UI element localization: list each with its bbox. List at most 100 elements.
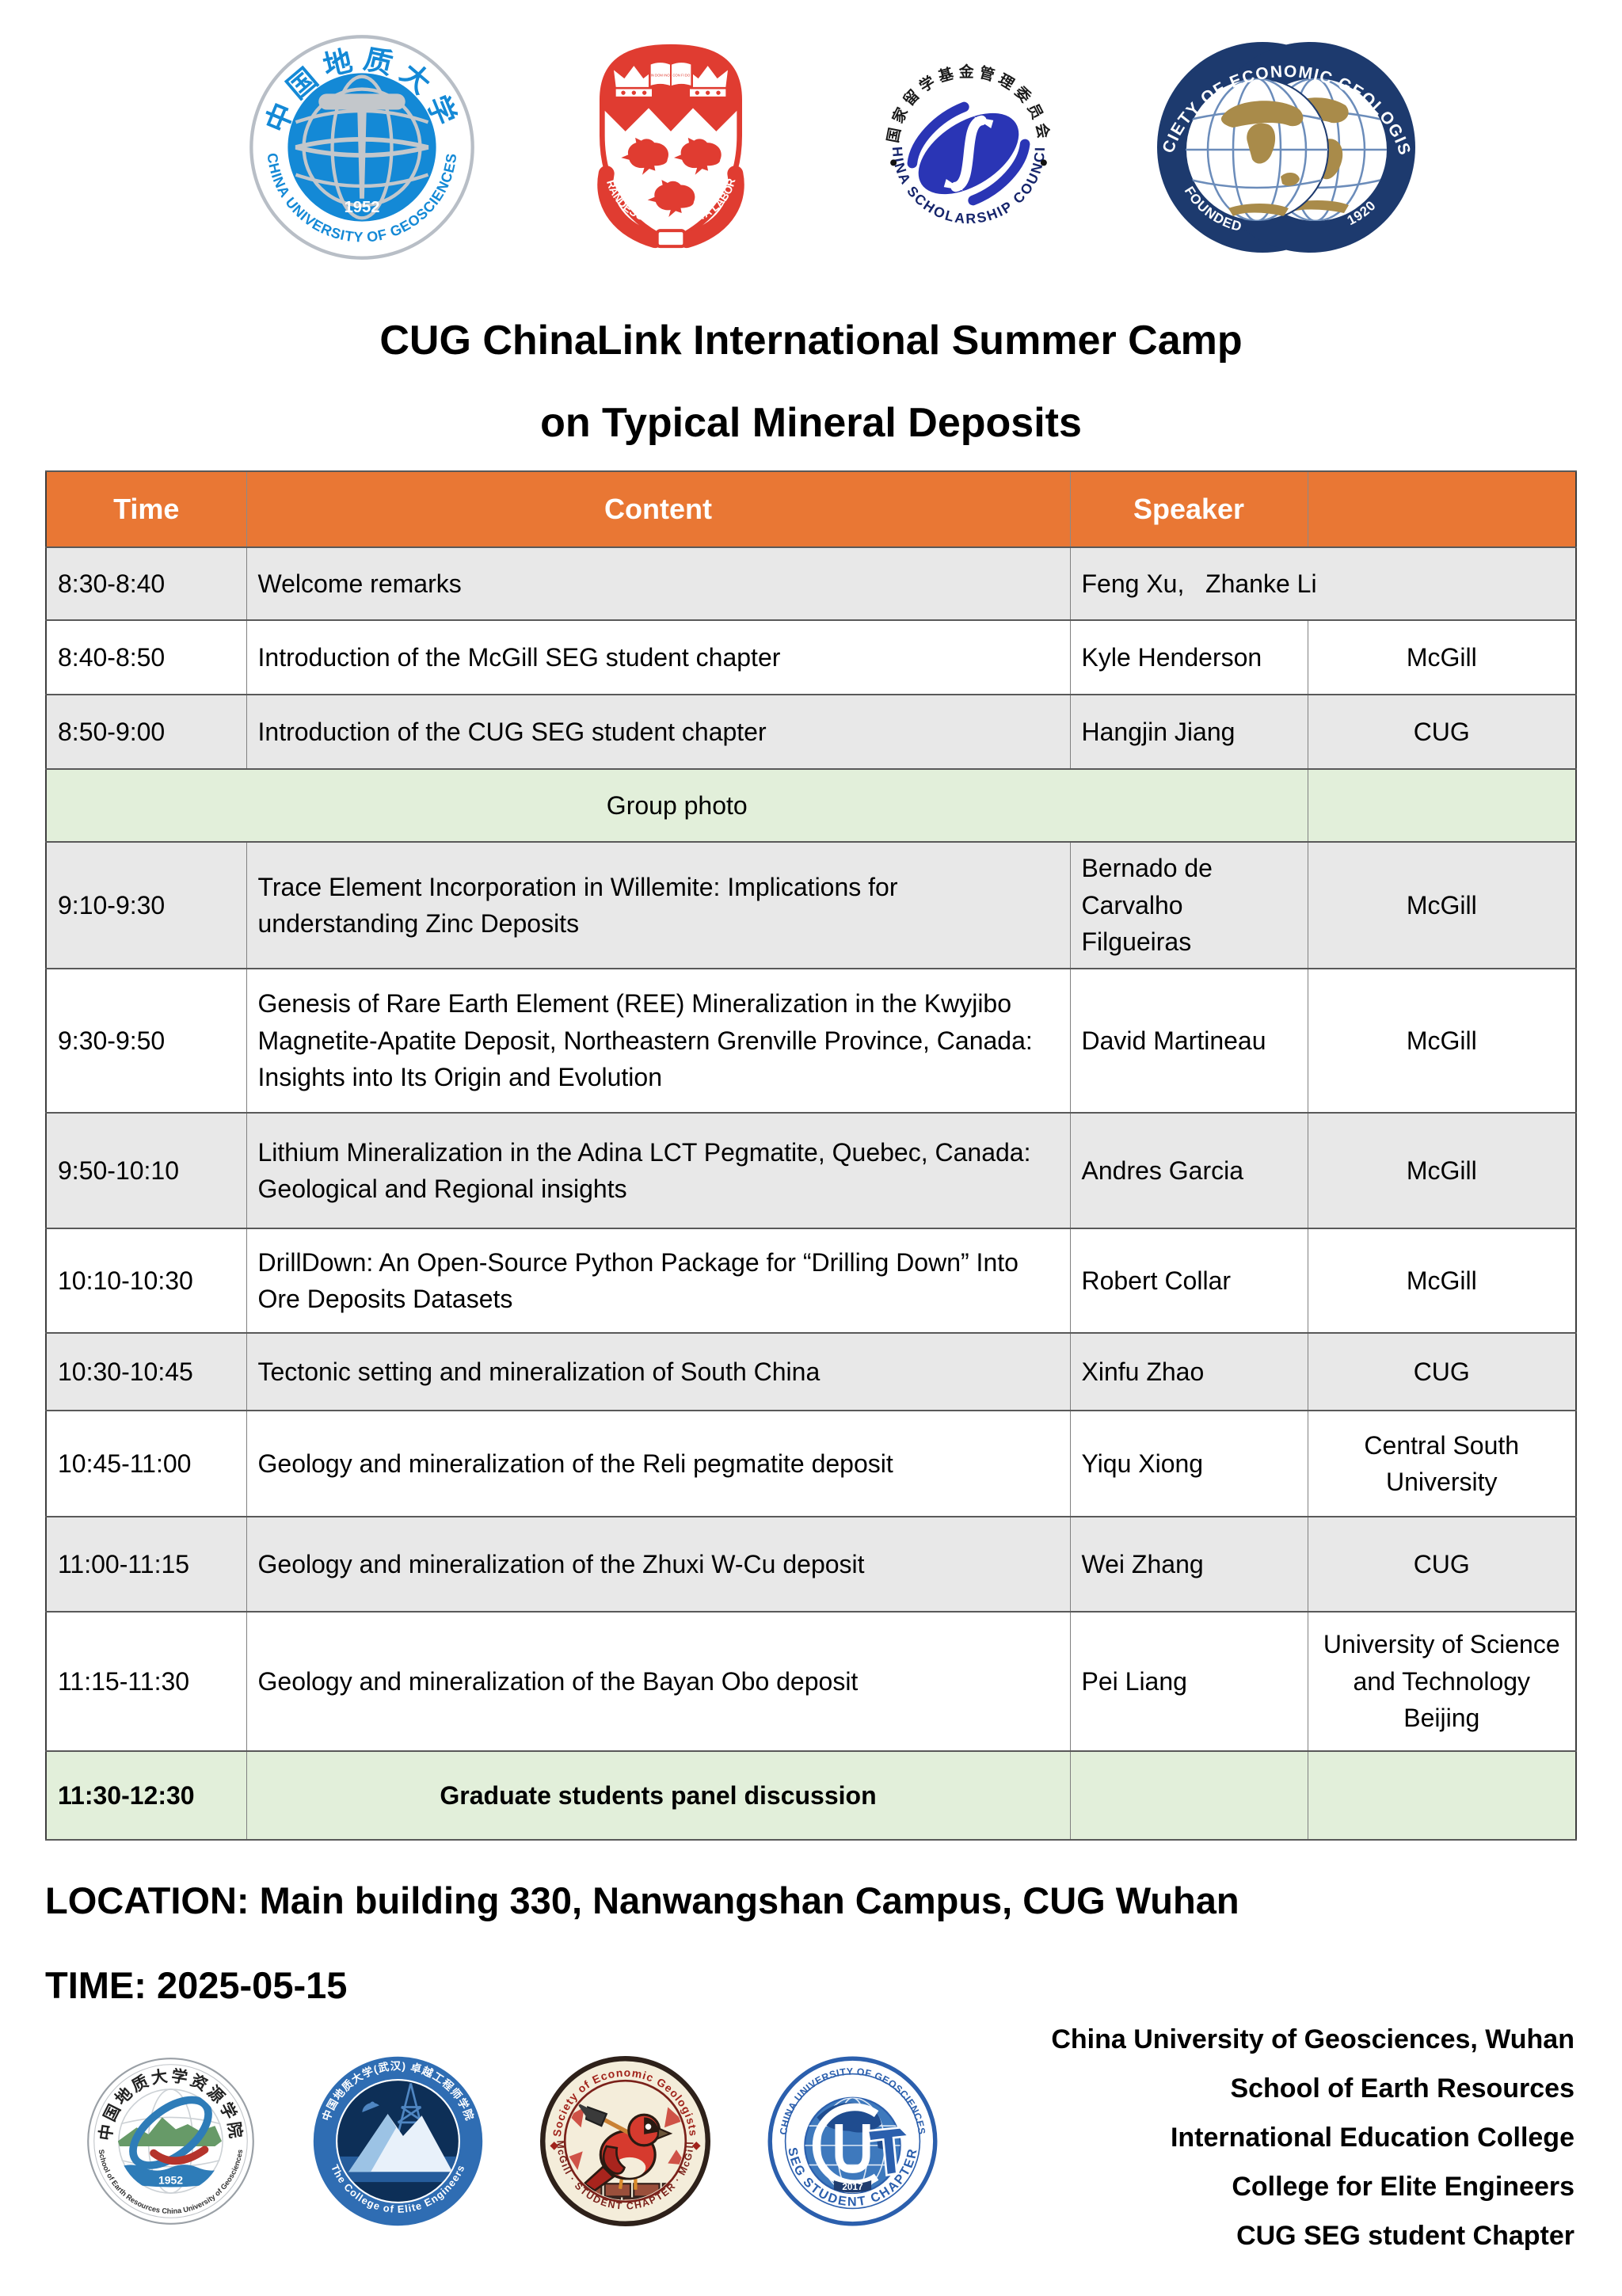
cell-content: Lithium Mineralization in the Adina LCT … [246, 1112, 1071, 1229]
cell-content: Tectonic setting and mineralization of S… [246, 1332, 1071, 1411]
header-logo-row: 1952 中国地质大学 CHINA UNIVERSITY OF GEOSCIEN… [248, 29, 1622, 266]
cell-speaker: Hangjin Jiang [1069, 694, 1308, 770]
page-title-line-2: on Typical Mineral Deposits [540, 400, 1082, 446]
cell-content: Geology and mineralization of the Bayan … [246, 1611, 1071, 1752]
cell-speaker: Andres Garcia [1069, 1112, 1308, 1229]
cell-content: Introduction of the McGill SEG student c… [246, 619, 1071, 695]
table-row: 11:15-11:30 Geology and mineralization o… [45, 1611, 1577, 1752]
cell-time: 9:10-9:30 [45, 841, 247, 969]
table-header-row: Time Content Speaker [45, 470, 1577, 548]
cell-speaker: Yiqu Xiong [1069, 1410, 1308, 1517]
china-scholarship-council-logo: 国家留学基金管理委员会 CHINA SCHOLARSHIP COUNCIL [874, 52, 1049, 227]
credit-line: International Education College [1170, 2123, 1574, 2153]
radar-dish-icon [362, 2101, 379, 2112]
cut-monogram [812, 2103, 912, 2188]
cell-speaker [1069, 1750, 1308, 1841]
cell-content: Introduction of the CUG SEG student chap… [246, 694, 1071, 770]
cell-affiliation [1307, 1750, 1577, 1841]
africa-eurasia-continents [1220, 101, 1304, 216]
cell-time: 8:50-9:00 [45, 694, 247, 770]
cell-content: DrillDown: An Open-Source Python Package… [246, 1228, 1071, 1334]
china-university-of-geosciences-logo: 1952 中国地质大学 CHINA UNIVERSITY OF GEOSCIEN… [249, 35, 474, 260]
hammer-shape [866, 2126, 912, 2177]
cug-founding-year: 1952 [345, 199, 380, 216]
cell-affiliation: McGill [1307, 619, 1577, 695]
table-row: 8:40-8:50 Introduction of the McGill SEG… [45, 619, 1577, 695]
open-book-icon: IN DOM INO CON FI DO [649, 60, 693, 89]
credit-line: School of Earth Resources [1230, 2073, 1574, 2104]
ch-year: 2017 [842, 2181, 863, 2192]
cell-speaker: Kyle Henderson [1069, 619, 1308, 695]
cell-affiliation: McGill [1307, 1112, 1577, 1229]
table-row: 10:10-10:30 DrillDown: An Open-Source Py… [45, 1228, 1577, 1334]
cell-speaker: David Martineau [1069, 968, 1308, 1114]
cell-time: 10:45-11:00 [45, 1410, 247, 1517]
table-row: 10:30-10:45 Tectonic setting and mineral… [45, 1332, 1577, 1411]
water-band [117, 2165, 224, 2187]
cell-affiliation: CUG [1307, 694, 1577, 770]
cell-affiliation: McGill [1307, 841, 1577, 969]
csc-swirl-icon [907, 101, 1030, 206]
cell-time: 11:15-11:30 [45, 1611, 247, 1752]
location-line: LOCATION: Main building 330, Nanwangshan… [45, 1879, 1239, 1921]
cell-affiliation: CUG [1307, 1516, 1577, 1613]
table-row: 8:50-9:00 Introduction of the CUG SEG st… [45, 694, 1577, 770]
cell-speaker: Bernado de Carvalho Filgueiras [1069, 841, 1308, 969]
table-row: 10:45-11:00 Geology and mineralization o… [45, 1410, 1577, 1517]
cell-affiliation: McGill [1307, 968, 1577, 1114]
cell-merged-content: Group photo [45, 768, 1308, 843]
orbit-swoosh [129, 2096, 212, 2169]
table-row: 8:30-8:40 Welcome remarks Feng Xu, Zhank… [45, 546, 1577, 621]
red-swoosh [150, 2146, 209, 2165]
cell-affiliation: McGill [1307, 1228, 1577, 1334]
table-row: 9:30-9:50 Genesis of Rare Earth Element … [45, 968, 1577, 1114]
cell-affiliation: Central South University [1307, 1410, 1577, 1517]
page-title-line-1: CUG ChinaLink International Summer Camp [379, 318, 1243, 364]
cell-time: 9:30-9:50 [45, 968, 247, 1114]
table-row-group-photo: Group photo [45, 768, 1577, 843]
credit-line: China University of Geosciences, Wuhan [1051, 2024, 1574, 2054]
table-row: 9:10-9:30 Trace Element Incorporation in… [45, 841, 1577, 969]
cell-content: Geology and mineralization of the Zhuxi … [246, 1516, 1071, 1613]
society-of-economic-geologists-logo: SOCIETY OF ECONOMIC GEOLOGISTS FOUNDED 1… [1156, 40, 1415, 253]
cell-speaker: Wei Zhang [1069, 1516, 1308, 1613]
cell-speaker: Feng Xu, Zhanke Li [1069, 546, 1577, 621]
col-header-speaker: Speaker [1069, 470, 1308, 548]
college-of-elite-engineers-logo: 中国地质大学(武汉) 卓越工程师学院 The College of Elite … [313, 2056, 483, 2226]
mcgill-seg-student-chapter-logo: Society of Economic Geologists McGill · … [540, 2056, 710, 2226]
cell-affiliation [1307, 768, 1577, 843]
time-line: TIME: 2025-05-15 [45, 1964, 348, 2006]
table-row-panel-discussion: 11:30-12:30 Graduate students panel disc… [45, 1750, 1577, 1841]
cell-time: 10:10-10:30 [45, 1228, 247, 1334]
cell-time: 11:00-11:15 [45, 1516, 247, 1613]
book-text-right: CON FI DO [672, 73, 691, 77]
cell-speaker: Xinfu Zhao [1069, 1332, 1308, 1411]
cell-content: Genesis of Rare Earth Element (REE) Mine… [246, 968, 1071, 1114]
cell-content: Trace Element Incorporation in Willemite… [246, 841, 1071, 969]
cell-affiliation: University of Science and Technology Bei… [1307, 1611, 1577, 1752]
cell-time: 8:40-8:50 [45, 619, 247, 695]
cug-seg-student-chapter-logo: 2017 CHINA UNIVERSITY OF GEOSCIENCES SEG… [767, 2056, 938, 2226]
credit-line: CUG SEG student Chapter [1236, 2221, 1574, 2251]
organizer-credits: China University of Geosciences, Wuhan S… [1051, 2015, 1574, 2260]
cell-content: Welcome remarks [246, 546, 1071, 621]
cell-content: Graduate students panel discussion [246, 1750, 1071, 1841]
cell-content: Geology and mineralization of the Reli p… [246, 1410, 1071, 1517]
footer-section: 1952 中国地质大学资源学院 School of Earth Resource… [0, 2015, 1622, 2288]
robin-bird-icon [576, 2102, 673, 2192]
col-header-affiliation [1307, 470, 1577, 548]
schedule-table: Time Content Speaker 8:30-8:40 Welcome r… [45, 470, 1577, 1841]
table-row: 11:00-11:15 Geology and mineralization o… [45, 1516, 1577, 1613]
cell-speaker: Pei Liang [1069, 1611, 1308, 1752]
cell-time: 11:30-12:30 [45, 1750, 247, 1841]
footer-logo-row: 1952 中国地质大学资源学院 School of Earth Resource… [86, 2056, 938, 2226]
cell-speaker: Robert Collar [1069, 1228, 1308, 1334]
book-text-left: IN DOM INO [651, 73, 671, 77]
cell-time: 9:50-10:10 [45, 1112, 247, 1229]
cell-time: 10:30-10:45 [45, 1332, 247, 1411]
col-header-content: Content [246, 470, 1071, 548]
col-header-time: Time [45, 470, 247, 548]
school-of-earth-resources-logo: 1952 中国地质大学资源学院 School of Earth Resource… [87, 2058, 254, 2225]
er-year: 1952 [158, 2173, 183, 2186]
